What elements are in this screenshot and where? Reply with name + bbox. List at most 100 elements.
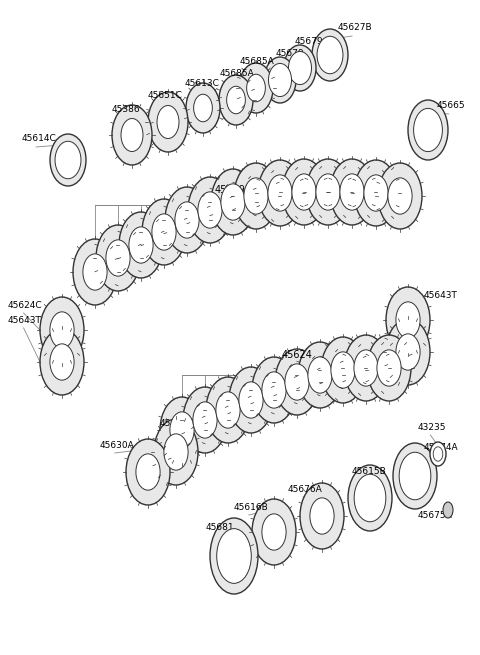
Ellipse shape xyxy=(317,36,343,74)
Ellipse shape xyxy=(193,94,212,122)
Ellipse shape xyxy=(50,134,86,186)
Ellipse shape xyxy=(96,225,140,291)
Ellipse shape xyxy=(340,174,364,210)
Ellipse shape xyxy=(433,447,443,461)
Ellipse shape xyxy=(157,105,179,138)
Ellipse shape xyxy=(386,319,430,385)
Ellipse shape xyxy=(50,312,74,348)
Ellipse shape xyxy=(393,443,437,509)
Ellipse shape xyxy=(164,434,188,470)
Ellipse shape xyxy=(73,239,117,305)
Ellipse shape xyxy=(284,45,316,91)
Ellipse shape xyxy=(165,187,209,253)
Text: 45685A: 45685A xyxy=(240,57,275,66)
Ellipse shape xyxy=(262,514,286,550)
Ellipse shape xyxy=(388,178,412,214)
Text: 45681: 45681 xyxy=(206,523,235,532)
Text: 43235: 43235 xyxy=(418,423,446,432)
Ellipse shape xyxy=(354,474,386,522)
Ellipse shape xyxy=(136,454,160,490)
Ellipse shape xyxy=(321,337,365,403)
Text: 45616B: 45616B xyxy=(234,503,269,512)
Ellipse shape xyxy=(312,29,348,81)
Ellipse shape xyxy=(206,377,250,443)
Ellipse shape xyxy=(275,349,319,415)
Ellipse shape xyxy=(239,63,273,113)
Text: 45679: 45679 xyxy=(295,37,324,46)
Ellipse shape xyxy=(83,254,107,290)
Ellipse shape xyxy=(247,74,265,102)
Ellipse shape xyxy=(367,335,411,401)
Text: 45676A: 45676A xyxy=(288,485,323,494)
Ellipse shape xyxy=(298,342,342,408)
Text: 45624C: 45624C xyxy=(8,301,43,310)
Ellipse shape xyxy=(175,202,199,238)
Text: 45624: 45624 xyxy=(282,350,313,360)
Ellipse shape xyxy=(229,367,273,433)
Ellipse shape xyxy=(142,199,186,265)
Ellipse shape xyxy=(244,178,268,214)
Ellipse shape xyxy=(210,518,258,594)
Ellipse shape xyxy=(50,344,74,380)
Text: 45614C: 45614C xyxy=(22,134,57,143)
Text: 45386: 45386 xyxy=(112,105,141,114)
Ellipse shape xyxy=(288,52,312,84)
Text: 45651C: 45651C xyxy=(148,91,183,100)
Ellipse shape xyxy=(354,350,378,386)
Text: 45613C: 45613C xyxy=(185,79,220,88)
Ellipse shape xyxy=(377,350,401,386)
Ellipse shape xyxy=(40,329,84,395)
Ellipse shape xyxy=(119,212,163,278)
Text: 45627B: 45627B xyxy=(338,23,372,32)
Ellipse shape xyxy=(264,57,296,103)
Ellipse shape xyxy=(414,108,443,151)
Ellipse shape xyxy=(198,192,222,228)
Text: 45629B: 45629B xyxy=(215,185,252,195)
Text: 45685A: 45685A xyxy=(220,69,255,78)
Ellipse shape xyxy=(378,163,422,229)
Ellipse shape xyxy=(386,287,430,353)
Ellipse shape xyxy=(252,499,296,565)
Ellipse shape xyxy=(316,174,340,210)
Ellipse shape xyxy=(55,141,81,179)
Ellipse shape xyxy=(193,402,217,438)
Ellipse shape xyxy=(408,100,448,160)
Ellipse shape xyxy=(396,334,420,370)
Ellipse shape xyxy=(430,442,446,466)
Ellipse shape xyxy=(268,175,292,211)
Ellipse shape xyxy=(121,119,143,151)
Text: 45679: 45679 xyxy=(276,49,305,58)
Ellipse shape xyxy=(234,163,278,229)
Ellipse shape xyxy=(292,174,316,210)
Text: 45674A: 45674A xyxy=(424,443,458,452)
Ellipse shape xyxy=(170,412,194,448)
Ellipse shape xyxy=(331,352,355,388)
Ellipse shape xyxy=(252,357,296,423)
Ellipse shape xyxy=(310,498,334,534)
Ellipse shape xyxy=(126,439,170,505)
Ellipse shape xyxy=(160,397,204,463)
Ellipse shape xyxy=(239,382,263,418)
Ellipse shape xyxy=(106,240,130,276)
Ellipse shape xyxy=(216,392,240,428)
Ellipse shape xyxy=(183,387,227,453)
Ellipse shape xyxy=(217,529,252,584)
Ellipse shape xyxy=(399,452,431,500)
Text: 45643T: 45643T xyxy=(424,291,458,300)
Ellipse shape xyxy=(188,177,232,243)
Ellipse shape xyxy=(40,297,84,363)
Ellipse shape xyxy=(344,335,388,401)
Ellipse shape xyxy=(219,75,253,125)
Ellipse shape xyxy=(112,105,152,165)
Ellipse shape xyxy=(154,419,198,485)
Ellipse shape xyxy=(300,483,344,549)
Ellipse shape xyxy=(285,364,309,400)
Text: 45665: 45665 xyxy=(437,101,466,110)
Ellipse shape xyxy=(148,92,188,152)
Ellipse shape xyxy=(262,372,286,408)
Ellipse shape xyxy=(396,302,420,338)
Ellipse shape xyxy=(443,502,453,518)
Ellipse shape xyxy=(282,159,326,225)
Ellipse shape xyxy=(364,175,388,211)
Text: 45643T: 45643T xyxy=(8,316,42,325)
